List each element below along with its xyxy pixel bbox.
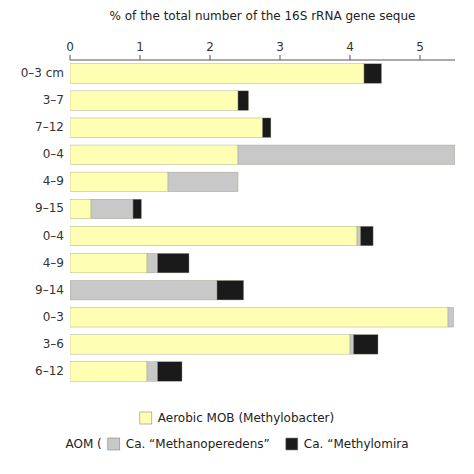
bar-segment — [453, 308, 454, 328]
bar-segment — [238, 172, 239, 192]
bar-segment — [357, 226, 361, 246]
y-tick-label: 3–7 — [43, 93, 64, 107]
x-tick-label: 1 — [136, 40, 144, 54]
legend-swatch — [286, 438, 298, 450]
x-tick — [420, 55, 421, 60]
y-tick-label: 4–9 — [43, 256, 64, 270]
bar-segment — [158, 362, 183, 382]
y-tick-label: 4–9 — [43, 174, 64, 188]
bar-segment — [263, 118, 271, 138]
bar-segment — [70, 362, 147, 382]
bar-segment — [238, 91, 249, 111]
bar-segment — [70, 145, 238, 165]
x-tick — [210, 55, 211, 60]
y-tick-label: 9–14 — [35, 283, 64, 297]
bar-segment — [361, 226, 374, 246]
legend: Aerobic MOB (Methylobacter) AOM ( Ca. “Met… — [65, 411, 408, 451]
y-tick-label: 7–12 — [35, 120, 64, 134]
bar-segment — [168, 172, 238, 192]
y-tick-label: 0–4 — [43, 147, 64, 161]
bar-segment — [238, 145, 455, 165]
bar-segment — [70, 64, 364, 84]
legend-label: Aerobic MOB (Methylobacter) — [158, 411, 334, 425]
x-tick — [140, 55, 141, 60]
legend-swatch — [140, 412, 152, 424]
y-tick-label: 0–4 — [43, 229, 64, 243]
y-tick-label: 3–6 — [43, 337, 64, 351]
x-tick-label: 0 — [66, 40, 74, 54]
x-tick-label: 2 — [206, 40, 214, 54]
x-tick-label: 3 — [276, 40, 284, 54]
bar-segment — [448, 308, 454, 328]
legend-label: Ca. “Methanoperedens” — [126, 437, 270, 451]
bar-segment — [70, 91, 238, 111]
bar-segment — [350, 335, 354, 355]
bar-segment — [354, 335, 379, 355]
y-tick-label: 0–3 — [43, 310, 64, 324]
bar-segment — [70, 226, 357, 246]
x-tick-label: 4 — [346, 40, 354, 54]
bar-segment — [70, 253, 147, 273]
legend-label: Ca. “Methylomira — [304, 437, 409, 451]
bar-segment — [70, 335, 350, 355]
bar-segment — [70, 308, 448, 328]
bar-segment — [364, 64, 382, 84]
x-tick — [350, 55, 351, 60]
bars — [70, 64, 455, 381]
y-tick-label: 6–12 — [35, 364, 64, 378]
x-axis-label: % of the total number of the 16S rRNA ge… — [110, 9, 416, 23]
x-tick — [280, 55, 281, 60]
bar-segment — [70, 118, 263, 138]
bar-segment — [217, 280, 244, 300]
y-tick-label: 9–15 — [35, 201, 64, 215]
bar-segment — [70, 199, 91, 219]
x-axis-line — [70, 60, 455, 61]
x-tick-label: 5 — [416, 40, 424, 54]
annotation: AOM ( — [65, 437, 101, 451]
bar-segment — [70, 280, 217, 300]
bar-segment — [147, 253, 158, 273]
bar-segment — [133, 199, 141, 219]
x-tick — [70, 55, 71, 60]
bar-segment — [147, 362, 158, 382]
bar-segment — [158, 253, 190, 273]
bar-segment — [455, 145, 456, 165]
legend-swatch — [108, 438, 120, 450]
bar-segment — [70, 172, 168, 192]
y-tick-label: 0–3 cm — [21, 66, 64, 80]
bar-segment — [91, 199, 133, 219]
